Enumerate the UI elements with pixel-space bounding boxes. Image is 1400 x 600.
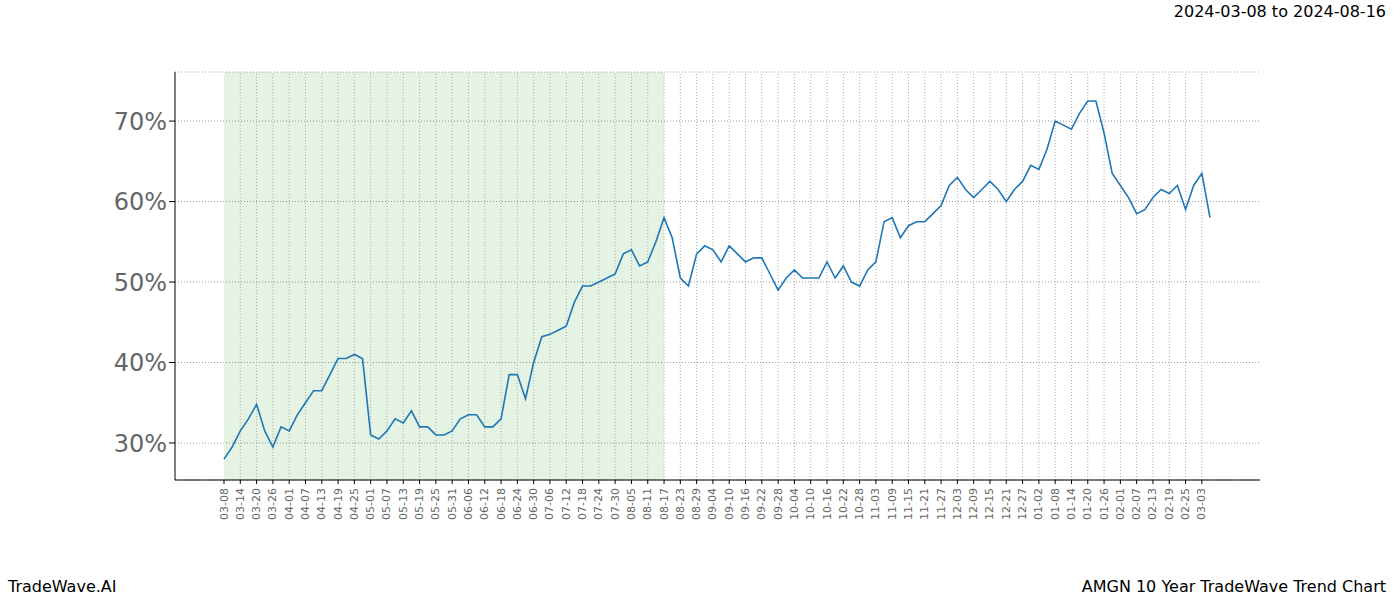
svg-text:12-27: 12-27 xyxy=(1016,488,1029,520)
svg-text:12-03: 12-03 xyxy=(951,488,964,520)
svg-text:07-18: 07-18 xyxy=(576,488,589,520)
svg-text:06-06: 06-06 xyxy=(462,488,475,520)
svg-text:07-30: 07-30 xyxy=(609,488,622,520)
svg-text:03-03: 03-03 xyxy=(1195,488,1208,520)
svg-text:11-03: 11-03 xyxy=(869,488,882,520)
svg-text:01-20: 01-20 xyxy=(1081,488,1094,520)
svg-text:05-25: 05-25 xyxy=(429,488,442,520)
svg-text:07-24: 07-24 xyxy=(592,488,605,520)
svg-text:03-08: 03-08 xyxy=(218,488,231,520)
svg-text:09-22: 09-22 xyxy=(755,488,768,520)
svg-text:40%: 40% xyxy=(114,349,167,377)
svg-text:08-11: 08-11 xyxy=(641,488,654,520)
svg-text:01-26: 01-26 xyxy=(1098,488,1111,520)
svg-text:06-12: 06-12 xyxy=(478,488,491,520)
svg-text:06-30: 06-30 xyxy=(527,488,540,520)
svg-text:08-23: 08-23 xyxy=(674,488,687,520)
svg-text:10-28: 10-28 xyxy=(853,488,866,520)
html-text:AMGN 10 Year TradeWave Trend C: AMGN 10 Year TradeWave Trend Chart xyxy=(1081,577,1386,596)
svg-text:10-16: 10-16 xyxy=(821,488,834,520)
svg-text:12-15: 12-15 xyxy=(983,488,996,520)
svg-text:08-29: 08-29 xyxy=(690,488,703,520)
svg-text:01-14: 01-14 xyxy=(1065,488,1078,520)
svg-text:05-13: 05-13 xyxy=(397,488,410,520)
svg-text:10-22: 10-22 xyxy=(837,488,850,520)
svg-text:70%: 70% xyxy=(114,108,167,136)
svg-text:05-19: 05-19 xyxy=(413,488,426,520)
svg-text:10-04: 10-04 xyxy=(788,488,801,520)
svg-text:04-07: 04-07 xyxy=(299,488,312,520)
svg-text:04-19: 04-19 xyxy=(332,488,345,520)
svg-text:11-21: 11-21 xyxy=(918,488,931,520)
svg-text:09-16: 09-16 xyxy=(739,488,752,520)
svg-text:02-07: 02-07 xyxy=(1130,488,1143,520)
svg-text:10-10: 10-10 xyxy=(804,488,817,520)
svg-text:11-09: 11-09 xyxy=(886,488,899,520)
svg-text:09-10: 09-10 xyxy=(723,488,736,520)
svg-text:01-08: 01-08 xyxy=(1049,488,1062,520)
svg-text:30%: 30% xyxy=(114,430,167,458)
svg-text:02-13: 02-13 xyxy=(1146,488,1159,520)
html-text:2024-03-08 to 2024-08-16: 2024-03-08 to 2024-08-16 xyxy=(1173,2,1386,21)
html-text:TradeWave.AI: TradeWave.AI xyxy=(8,577,117,596)
svg-text:05-01: 05-01 xyxy=(364,488,377,520)
svg-text:11-15: 11-15 xyxy=(902,488,915,520)
svg-text:60%: 60% xyxy=(114,188,167,216)
svg-text:03-26: 03-26 xyxy=(266,488,279,520)
svg-text:08-05: 08-05 xyxy=(625,488,638,520)
svg-text:03-20: 03-20 xyxy=(250,488,263,520)
svg-text:02-01: 02-01 xyxy=(1114,488,1127,520)
svg-text:01-02: 01-02 xyxy=(1032,488,1045,520)
svg-text:06-18: 06-18 xyxy=(495,488,508,520)
svg-text:04-01: 04-01 xyxy=(283,488,296,520)
svg-text:04-13: 04-13 xyxy=(315,488,328,520)
svg-text:05-31: 05-31 xyxy=(446,488,459,520)
svg-text:08-17: 08-17 xyxy=(658,488,671,520)
svg-text:05-07: 05-07 xyxy=(380,488,393,520)
svg-text:07-12: 07-12 xyxy=(560,488,573,520)
svg-text:50%: 50% xyxy=(114,269,167,297)
svg-text:09-28: 09-28 xyxy=(772,488,785,520)
svg-text:09-04: 09-04 xyxy=(706,488,719,520)
svg-text:11-27: 11-27 xyxy=(935,488,948,520)
svg-text:02-25: 02-25 xyxy=(1179,488,1192,520)
svg-text:06-24: 06-24 xyxy=(511,488,524,520)
svg-text:07-06: 07-06 xyxy=(543,488,556,520)
svg-text:12-09: 12-09 xyxy=(967,488,980,520)
svg-text:03-14: 03-14 xyxy=(234,488,247,520)
svg-text:02-19: 02-19 xyxy=(1163,488,1176,520)
svg-text:12-21: 12-21 xyxy=(1000,488,1013,520)
svg-text:04-25: 04-25 xyxy=(348,488,361,520)
